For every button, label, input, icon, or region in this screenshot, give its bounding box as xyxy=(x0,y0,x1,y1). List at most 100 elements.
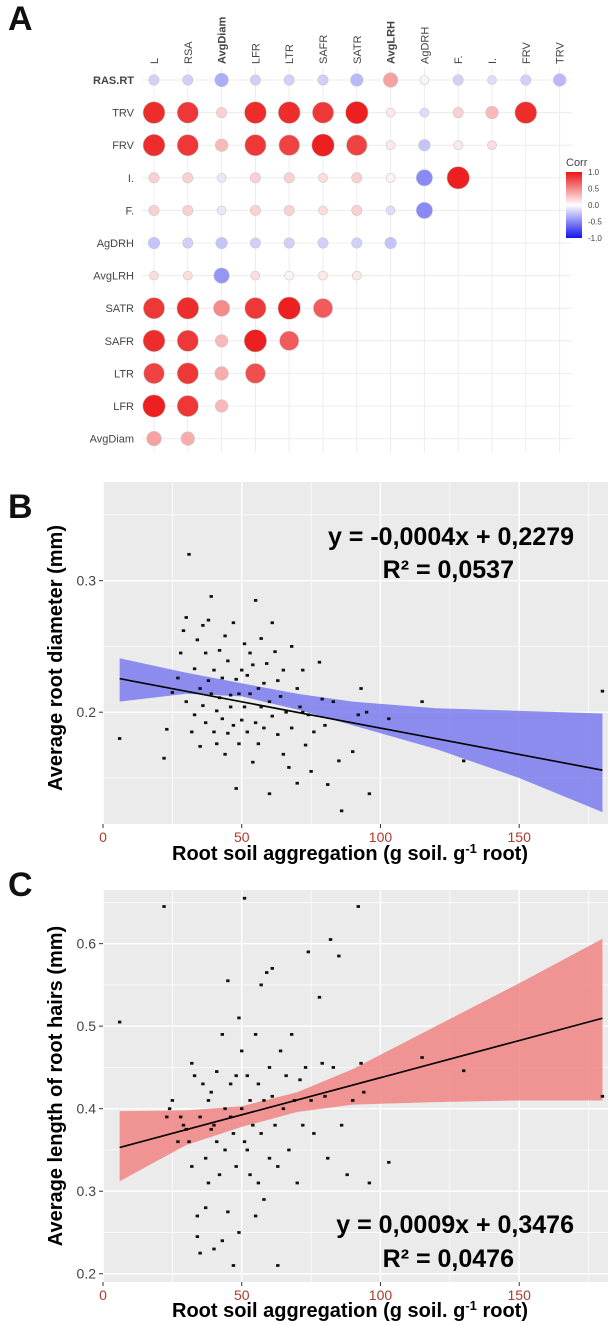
correlation-circle xyxy=(180,431,195,446)
data-point xyxy=(209,692,213,696)
correlation-circle xyxy=(514,101,538,124)
panel-a-letter: A xyxy=(8,0,33,38)
legend-tick-label: 1.0 xyxy=(588,168,600,177)
data-point xyxy=(203,1206,208,1210)
data-point xyxy=(231,621,236,625)
row-label: TRV xyxy=(112,108,134,120)
data-point xyxy=(181,629,186,633)
y-tick-label: 0.5 xyxy=(77,1018,97,1034)
data-point xyxy=(262,681,266,685)
data-point xyxy=(217,648,222,652)
data-point xyxy=(212,668,216,672)
correlation-circle xyxy=(318,270,328,281)
data-point xyxy=(226,979,230,983)
root-diameter-scatter-chart: 0 50 100 150 0.2 0.3 y = -0,0004x + 0,2279 R… xyxy=(45,482,608,866)
data-point xyxy=(253,598,258,602)
correlation-circle xyxy=(415,169,433,187)
correlation-circle xyxy=(311,133,335,157)
data-point xyxy=(337,954,341,958)
data-point xyxy=(162,756,166,760)
correlation-circle xyxy=(487,140,497,150)
data-point xyxy=(176,676,180,680)
x-axis-title: Root soil aggregation (g soil. g-1 root) xyxy=(172,841,528,866)
correlation-circle xyxy=(176,296,200,320)
correlation-circle xyxy=(351,204,363,216)
data-point xyxy=(356,905,360,908)
correlation-circle xyxy=(243,329,267,353)
data-point xyxy=(326,783,330,786)
data-point xyxy=(262,1198,266,1201)
equation-label: y = 0,0009x + 0,3476 xyxy=(336,1211,574,1239)
column-label: F. xyxy=(453,55,465,64)
data-point xyxy=(206,679,211,683)
data-point xyxy=(245,673,249,677)
data-point xyxy=(265,662,269,665)
data-point xyxy=(190,730,194,734)
data-point xyxy=(262,1099,266,1102)
row-label: F. xyxy=(125,205,134,217)
correlation-circle xyxy=(182,74,194,86)
data-point xyxy=(187,552,191,556)
data-point xyxy=(270,714,274,718)
data-point xyxy=(203,651,208,655)
correlation-circle xyxy=(214,366,229,381)
correlation-circle xyxy=(419,107,430,118)
data-point xyxy=(245,1074,249,1078)
correlation-circle xyxy=(453,140,464,150)
correlation-circle xyxy=(249,237,261,249)
data-point xyxy=(237,692,241,696)
data-point xyxy=(181,1123,186,1127)
correlation-circle xyxy=(351,172,363,184)
data-point xyxy=(248,1099,252,1102)
row-label: FRV xyxy=(112,140,134,152)
data-point xyxy=(301,1123,305,1127)
data-point xyxy=(240,668,244,672)
data-point xyxy=(209,1127,213,1131)
correlation-circle xyxy=(183,270,193,281)
data-point xyxy=(195,1214,200,1218)
data-point xyxy=(273,1123,277,1127)
data-point xyxy=(234,1165,238,1168)
correlation-circle xyxy=(485,106,499,120)
data-point xyxy=(192,1074,197,1078)
data-point xyxy=(117,737,122,740)
correlation-circle xyxy=(176,362,199,385)
correlation-circle xyxy=(215,138,229,152)
data-point xyxy=(259,983,263,987)
data-point xyxy=(248,692,252,696)
data-point xyxy=(228,693,233,697)
row-label: SATR xyxy=(105,303,134,315)
data-point xyxy=(281,668,286,672)
data-point xyxy=(215,742,219,746)
data-point xyxy=(223,1148,227,1152)
data-point xyxy=(387,717,391,721)
correlation-circle xyxy=(147,236,161,250)
data-point xyxy=(198,1251,202,1255)
data-point xyxy=(192,667,197,671)
correlation-circle xyxy=(176,395,199,417)
data-point xyxy=(328,938,333,941)
data-point xyxy=(165,727,169,731)
y-tick-label: 0.3 xyxy=(77,1183,97,1199)
correlation-circle xyxy=(148,74,160,86)
correlation-circle xyxy=(176,134,199,157)
row-label: RAS.RT xyxy=(93,75,134,87)
data-point xyxy=(420,700,424,704)
correlation-circle xyxy=(317,237,329,249)
data-point xyxy=(198,744,202,748)
correlation-circle xyxy=(351,237,363,249)
row-label: AgDRH xyxy=(97,238,134,250)
data-point xyxy=(201,1082,205,1086)
correlation-circle xyxy=(383,72,399,88)
data-point xyxy=(234,677,238,681)
data-point xyxy=(178,651,183,655)
data-point xyxy=(317,660,322,664)
data-point xyxy=(203,1156,208,1160)
correlation-circle xyxy=(312,101,334,124)
x-axis-ticks: 0 50 100 150 xyxy=(99,824,531,845)
y-tick-label: 0.6 xyxy=(77,936,97,952)
correlation-circle xyxy=(385,173,396,183)
data-point xyxy=(242,1140,247,1144)
correlation-circle xyxy=(216,107,228,119)
data-point xyxy=(209,1090,213,1094)
